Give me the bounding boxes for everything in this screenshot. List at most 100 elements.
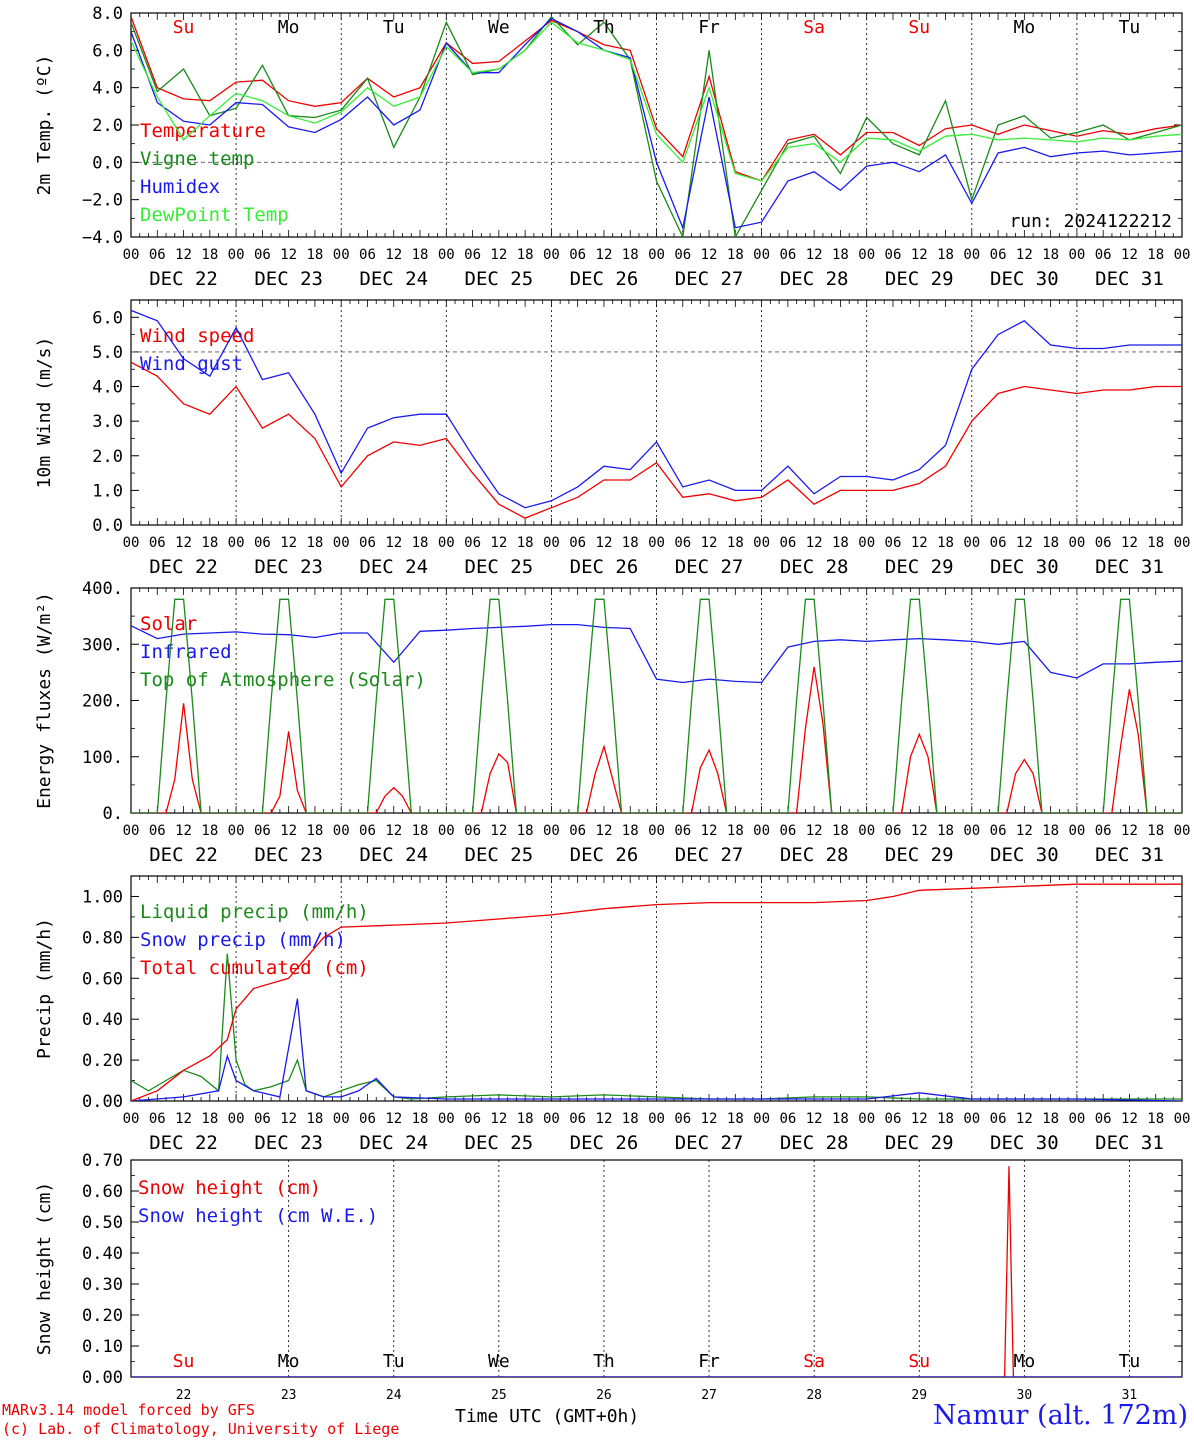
hour-tick-label: 06 [464, 535, 481, 551]
hour-tick-label-end: 00 [1174, 535, 1191, 551]
date-label: DEC 23 [254, 844, 323, 866]
y-tick-label: 0.50 [82, 1213, 123, 1233]
hour-tick-label: 06 [359, 535, 376, 551]
hour-tick-label: 00 [1068, 823, 1085, 839]
hour-tick-label: 18 [937, 535, 954, 551]
hour-tick-label: 18 [832, 823, 849, 839]
hour-tick-label: 18 [1147, 823, 1164, 839]
date-label: DEC 27 [675, 844, 744, 866]
hour-tick-label: 18 [1042, 823, 1059, 839]
hour-tick-label: 18 [727, 535, 744, 551]
hour-tick-label: 06 [779, 247, 796, 263]
date-label: DEC 23 [254, 1132, 323, 1154]
legend-label: Wind speed [140, 325, 254, 347]
y-tick-label: 300. [82, 635, 123, 655]
date-label: DEC 22 [149, 844, 218, 866]
hour-tick-label: 00 [543, 1111, 560, 1127]
hour-tick-label: 06 [149, 1111, 166, 1127]
hour-tick-label: 06 [674, 1111, 691, 1127]
date-label: DEC 23 [254, 556, 323, 578]
y-tick-label: 200. [82, 692, 123, 712]
hour-tick-label: 18 [201, 823, 218, 839]
date-label: DEC 28 [780, 1132, 849, 1154]
weekday-label-bottom: Mo [1014, 1351, 1036, 1372]
hour-tick-label: 06 [149, 247, 166, 263]
date-label: DEC 25 [465, 844, 534, 866]
hour-tick-label: 18 [517, 823, 534, 839]
y-tick-label: 0.00 [82, 1368, 123, 1388]
hour-tick-label: 06 [885, 535, 902, 551]
legend-label: Snow precip (mm/h) [140, 929, 346, 951]
hour-tick-label: 00 [648, 1111, 665, 1127]
hour-tick-label: 00 [123, 1111, 140, 1127]
weekday-label-bottom: Su [173, 1351, 195, 1372]
legend-label: Temperature [140, 120, 266, 142]
series-line-temp-3 [131, 21, 1182, 182]
hour-tick-label: 00 [123, 535, 140, 551]
hour-tick-label: 12 [701, 1111, 718, 1127]
hour-tick-label: 12 [385, 535, 402, 551]
hour-tick-label: 00 [963, 535, 980, 551]
hour-tick-label: 18 [517, 1111, 534, 1127]
hour-tick-label: 12 [911, 823, 928, 839]
hour-tick-label: 00 [123, 823, 140, 839]
hour-tick-label: 12 [806, 1111, 823, 1127]
hour-tick-label: 18 [622, 1111, 639, 1127]
day-number-label: 30 [1017, 1388, 1033, 1403]
date-label: DEC 26 [570, 844, 639, 866]
date-label: DEC 22 [149, 268, 218, 290]
hour-tick-label: 18 [832, 535, 849, 551]
hour-tick-label: 18 [412, 823, 429, 839]
series-line-temp-0 [131, 16, 1182, 182]
hour-tick-label: 12 [1121, 823, 1138, 839]
hour-tick-label: 06 [569, 535, 586, 551]
weekday-label: Tu [383, 17, 405, 38]
y-tick-label: 0.30 [82, 1275, 123, 1295]
date-label: DEC 27 [675, 1132, 744, 1154]
hour-tick-label: 00 [228, 1111, 245, 1127]
hour-tick-label: 06 [885, 1111, 902, 1127]
day-number-label: 26 [596, 1388, 612, 1403]
hour-tick-label: 18 [1147, 535, 1164, 551]
hour-tick-label: 12 [1121, 535, 1138, 551]
weekday-label-bottom: Fr [698, 1351, 720, 1372]
weekday-label: We [488, 17, 510, 38]
legend-label: Liquid precip (mm/h) [140, 901, 369, 923]
day-number-label: 29 [911, 1388, 927, 1403]
hour-tick-label: 06 [779, 1111, 796, 1127]
hour-tick-label: 06 [779, 823, 796, 839]
hour-tick-label: 18 [832, 247, 849, 263]
date-label: DEC 28 [780, 268, 849, 290]
hour-tick-label: 00 [858, 535, 875, 551]
y-axis-label: Energy fluxes (W/m²) [34, 592, 55, 809]
y-tick-label: 0.60 [82, 969, 123, 989]
day-number-label: 24 [386, 1388, 402, 1403]
y-tick-label: 100. [82, 748, 123, 768]
hour-tick-label: 00 [963, 823, 980, 839]
weekday-label-bottom: Sa [803, 1351, 825, 1372]
hour-tick-label: 18 [1042, 535, 1059, 551]
hour-tick-label: 12 [1121, 247, 1138, 263]
weekday-label: Su [908, 17, 930, 38]
legend-label: Solar [140, 613, 197, 635]
hour-tick-label: 06 [149, 535, 166, 551]
hour-tick-label: 18 [1147, 1111, 1164, 1127]
run-label: run: 2024122212 [1009, 211, 1172, 232]
hour-tick-label: 00 [543, 247, 560, 263]
hour-tick-label: 12 [175, 823, 192, 839]
date-label: DEC 29 [885, 268, 954, 290]
weekday-label: Mo [1014, 17, 1036, 38]
hour-tick-label: 12 [911, 535, 928, 551]
hour-tick-label: 12 [280, 247, 297, 263]
hour-tick-label: 18 [727, 247, 744, 263]
y-tick-label: 0.0 [92, 153, 123, 173]
hour-tick-label: 18 [1042, 1111, 1059, 1127]
date-label: DEC 29 [885, 844, 954, 866]
hour-tick-label: 00 [963, 1111, 980, 1127]
hour-tick-label: 12 [911, 1111, 928, 1127]
hour-tick-label: 18 [517, 535, 534, 551]
y-tick-label: 0.40 [82, 1244, 123, 1264]
date-label: DEC 30 [990, 268, 1059, 290]
hour-tick-label: 00 [858, 1111, 875, 1127]
